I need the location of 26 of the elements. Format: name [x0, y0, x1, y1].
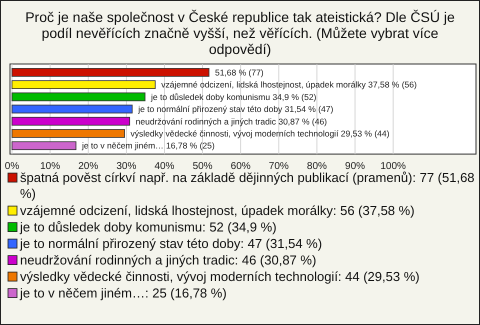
data-label: neudržování rodinných a jiných tradic 30,87 % (46) [136, 116, 328, 126]
legend-label: výsledky vědecké činnosti, vývoj moderních technologií: 44 (29,53 %) [20, 269, 420, 284]
legend-label: je to v něčem jiném…: 25 (16,78 %) [19, 286, 227, 301]
legend-label: je to normální přirozený stav této doby: 47 (31,54 %) [19, 236, 322, 252]
data-label: výsledky vědecké činnosti, vývoj moderních technologií 29,53 % (44) [130, 128, 390, 138]
data-label: je to normální přirozený stav této doby 31,54 % (47) [137, 104, 334, 114]
x-tick-label: 70% [268, 161, 289, 172]
x-tick-label: 80% [306, 161, 328, 172]
x-tick-label: 50% [192, 161, 213, 172]
chart-title: Proč je naše společnost v České republice tak ateistická? Dle ČSÚ je podíl nevěřících značně vyšší, než věřících. (Můžete vybrat více odpovědí) [25, 9, 455, 57]
data-label: 51,68 % (77) [214, 67, 264, 78]
x-tick-label: 90% [345, 161, 366, 172]
data-label: je to důsledek doby komunismu 34,9 % (52) [150, 92, 317, 102]
x-tick-label: 100% [380, 161, 406, 172]
legend-label: neudržování rodinných a jiných tradic: 46 (30,87 %) [20, 252, 316, 268]
legend-label: špatná pověst církví např. na základě dějinných publikací (pramenů): 77 (51,68 %) [20, 170, 475, 202]
x-tick-label: 40% [154, 161, 175, 172]
x-tick-label: 10% [40, 161, 60, 172]
data-label: vzájemné odcizení, lidská lhostejnost, úpadek morálky 37,58 % (56) [161, 80, 418, 90]
x-tick-label: 60% [230, 161, 251, 172]
x-tick-label: 30% [116, 161, 136, 172]
legend-label: je to důsledek doby komunismu: 52 (34,9 %) [19, 220, 277, 235]
x-tick-label: 0% [4, 161, 20, 172]
x-tick-label: 20% [78, 161, 98, 172]
data-label: je to v něčem jiném… 16,78 % (25) [80, 140, 215, 151]
legend-label: vzájemné odcizení, lidská lhostejnost, úpadek morálky: 56 (37,58 %) [20, 203, 415, 218]
